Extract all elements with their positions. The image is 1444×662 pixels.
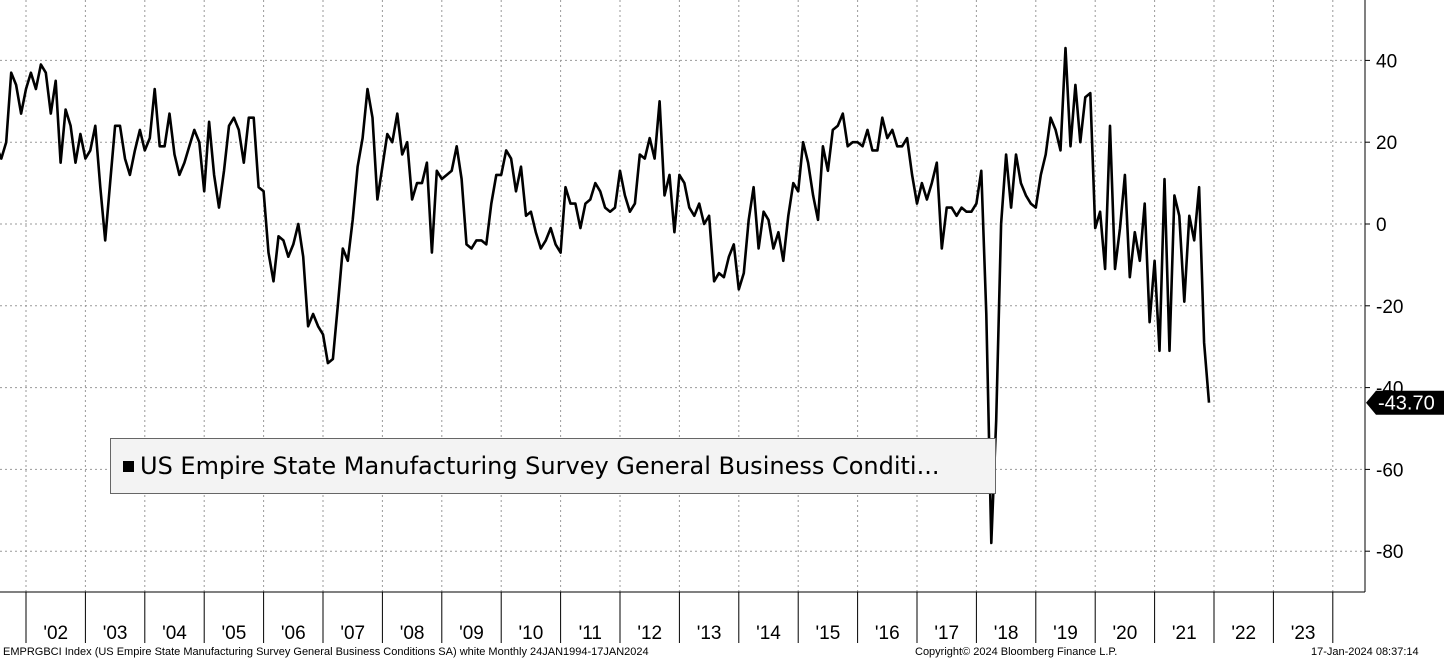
footer-timestamp: 17-Jan-2024 08:37:14	[1311, 646, 1419, 658]
x-tick-label: '20	[1113, 623, 1138, 644]
x-tick-label: '09	[459, 623, 484, 644]
x-tick-label: '23	[1291, 623, 1316, 644]
last-value-tag	[1366, 390, 1444, 415]
y-tick-label: -60	[1376, 460, 1403, 481]
x-tick-label: '13	[697, 623, 722, 644]
y-tick-label: 20	[1376, 133, 1397, 154]
grid-lines	[0, 0, 1365, 592]
footer-source-text: EMPRGBCI Index (US Empire State Manufact…	[3, 646, 649, 658]
x-tick-label: '04	[162, 623, 187, 644]
axes	[0, 0, 1370, 643]
series-line-layer	[0, 46, 1211, 545]
x-tick-label: '17	[934, 623, 959, 644]
x-tick-label: '14	[756, 623, 781, 644]
footer-copyright: Copyright© 2024 Bloomberg Finance L.P.	[915, 646, 1118, 658]
x-tick-label: '03	[103, 623, 128, 644]
x-tick-label: '12	[637, 623, 662, 644]
x-tick-label: '08	[400, 623, 425, 644]
x-tick-label: '05	[222, 623, 247, 644]
x-tick-label: '21	[1172, 623, 1197, 644]
tick-labels: 40200-20-40-60-80'02'03'04'05'06'07'08'0…	[43, 51, 1444, 644]
x-tick-label: '06	[281, 623, 306, 644]
last-value-marker: -43.70	[1366, 390, 1444, 415]
series-line-empire-state	[0, 46, 1211, 545]
y-tick-label: -80	[1376, 542, 1403, 563]
x-tick-label: '10	[519, 623, 544, 644]
legend-label: US Empire State Manufacturing Survey Gen…	[140, 452, 940, 480]
x-tick-label: '22	[1231, 623, 1256, 644]
x-tick-label: '19	[1053, 623, 1078, 644]
y-tick-label: 40	[1376, 51, 1397, 72]
x-tick-label: '11	[579, 623, 602, 644]
legend-swatch	[123, 460, 134, 472]
x-tick-label: '15	[816, 623, 841, 644]
y-tick-label: -20	[1376, 297, 1403, 318]
x-tick-label: '18	[994, 623, 1019, 644]
y-tick-label: 0	[1376, 215, 1387, 236]
last-value-label: -43.70	[1378, 393, 1435, 415]
x-tick-label: '07	[340, 623, 365, 644]
x-tick-label: '16	[875, 623, 900, 644]
legend-box: US Empire State Manufacturing Survey Gen…	[110, 438, 996, 494]
x-tick-label: '02	[43, 623, 68, 644]
